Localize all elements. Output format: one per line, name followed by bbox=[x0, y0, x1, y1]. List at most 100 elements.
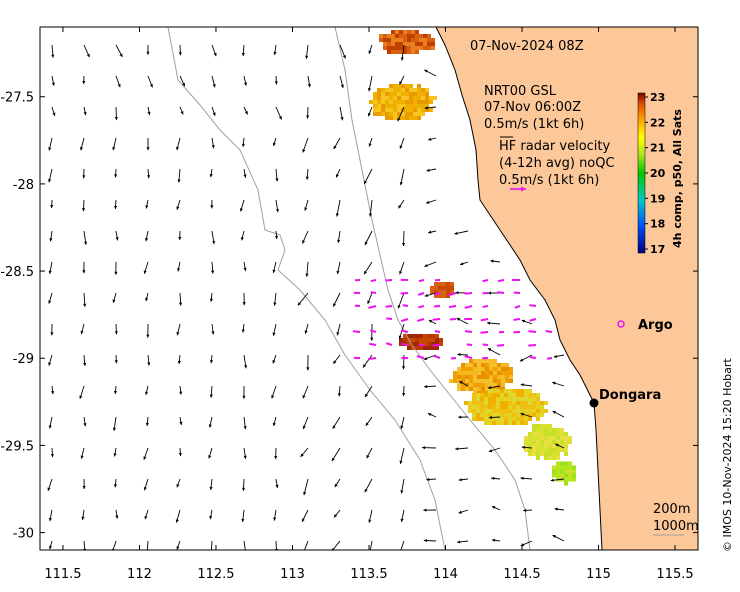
sst-cell bbox=[431, 338, 435, 342]
sst-cell bbox=[544, 448, 548, 452]
sst-cell bbox=[411, 334, 415, 338]
sst-cell bbox=[528, 440, 532, 444]
sst-cell bbox=[473, 371, 477, 375]
hf-arrow bbox=[513, 291, 521, 294]
model-arrowhead bbox=[51, 82, 55, 86]
model-arrowhead bbox=[179, 421, 183, 425]
sst-cell bbox=[427, 334, 431, 338]
sst-cell bbox=[536, 413, 540, 417]
sst-cell bbox=[397, 92, 401, 96]
model-arrowhead bbox=[487, 348, 492, 352]
model-arrowhead bbox=[520, 412, 524, 416]
model-arrowhead bbox=[457, 352, 461, 357]
sst-cell bbox=[401, 84, 405, 88]
hf-arrow bbox=[385, 305, 393, 308]
sst-cell bbox=[457, 379, 461, 383]
hf-arrow bbox=[496, 344, 505, 347]
sst-cell bbox=[476, 397, 480, 401]
sst-cell bbox=[405, 96, 409, 100]
sst-cell bbox=[493, 375, 497, 379]
model-title: NRT00 GSL bbox=[484, 84, 557, 99]
model-arrowhead bbox=[304, 207, 308, 211]
sst-cell bbox=[480, 393, 484, 397]
sst-cell bbox=[403, 338, 407, 342]
colorbar-tick-label: 20 bbox=[650, 167, 666, 180]
model-arrowhead bbox=[402, 243, 406, 247]
sst-cell bbox=[395, 46, 399, 50]
sst-cell bbox=[434, 290, 438, 294]
model-arrowhead bbox=[336, 332, 340, 336]
sst-cell bbox=[415, 46, 419, 50]
colorbar-tick-label: 23 bbox=[650, 91, 665, 104]
hf-arrow bbox=[432, 318, 441, 321]
sst-cell bbox=[504, 401, 508, 405]
sst-cell bbox=[429, 96, 433, 100]
model-arrowhead bbox=[180, 111, 184, 115]
sst-cell bbox=[403, 46, 407, 50]
sst-cell bbox=[468, 409, 472, 413]
sst-cell bbox=[438, 290, 442, 294]
model-arrowhead bbox=[176, 483, 180, 488]
sst-cell bbox=[435, 346, 439, 350]
model-arrowhead bbox=[423, 538, 427, 543]
sst-cell bbox=[401, 116, 405, 120]
sst-cell bbox=[385, 104, 389, 108]
model-arrowhead bbox=[402, 393, 406, 397]
sst-cell bbox=[395, 30, 399, 34]
x-axis: 111.5 112 112.5 113 113.5 114 114.5 115 115.5 bbox=[44, 27, 694, 582]
sst-cell bbox=[477, 387, 481, 391]
sst-cell bbox=[552, 444, 556, 448]
sst-cell bbox=[484, 413, 488, 417]
sst-cell bbox=[501, 379, 505, 383]
sst-cell bbox=[461, 371, 465, 375]
sst-cell bbox=[481, 371, 485, 375]
sst-cell bbox=[413, 92, 417, 96]
sst-cell bbox=[508, 413, 512, 417]
model-arrowhead bbox=[113, 390, 118, 395]
sst-cell bbox=[413, 100, 417, 104]
sst-cell bbox=[415, 30, 419, 34]
sst-cell bbox=[415, 50, 419, 54]
sst-cell bbox=[393, 104, 397, 108]
sst-cell bbox=[556, 436, 560, 440]
model-arrowhead bbox=[82, 270, 86, 274]
model-arrow bbox=[210, 540, 213, 550]
sst-cell bbox=[468, 405, 472, 409]
sst-cell bbox=[532, 444, 536, 448]
sst-cell bbox=[393, 88, 397, 92]
model-arrow bbox=[243, 540, 246, 550]
sst-cell bbox=[405, 84, 409, 88]
sst-cell bbox=[556, 444, 560, 448]
sst-cell bbox=[442, 286, 446, 290]
model-arrowhead bbox=[48, 517, 52, 522]
sst-cell bbox=[435, 342, 439, 346]
sst-cell bbox=[489, 371, 493, 375]
sst-cell bbox=[536, 417, 540, 421]
sst-cell bbox=[481, 383, 485, 387]
sst-cell bbox=[520, 389, 524, 393]
sst-cell bbox=[532, 448, 536, 452]
sst-cell bbox=[419, 38, 423, 42]
sst-cell bbox=[552, 436, 556, 440]
sst-cell bbox=[552, 428, 556, 432]
sst-cell bbox=[492, 401, 496, 405]
sst-cell bbox=[450, 282, 454, 286]
sst-cell bbox=[489, 383, 493, 387]
sst-cell bbox=[500, 421, 504, 425]
sst-cell bbox=[476, 417, 480, 421]
sst-cell bbox=[397, 84, 401, 88]
sst-cell bbox=[484, 417, 488, 421]
sst-cell bbox=[524, 448, 528, 452]
sst-cell bbox=[465, 375, 469, 379]
sst-cell bbox=[520, 409, 524, 413]
sst-cell bbox=[423, 42, 427, 46]
sst-cell bbox=[399, 338, 403, 342]
sst-cell bbox=[391, 42, 395, 46]
hf-arrow bbox=[352, 330, 361, 333]
sst-cell bbox=[411, 50, 415, 54]
sst-cell bbox=[423, 346, 427, 350]
sst-cell bbox=[532, 440, 536, 444]
sst-cell bbox=[434, 286, 438, 290]
sst-cell bbox=[481, 359, 485, 363]
sst-cell bbox=[505, 363, 509, 367]
